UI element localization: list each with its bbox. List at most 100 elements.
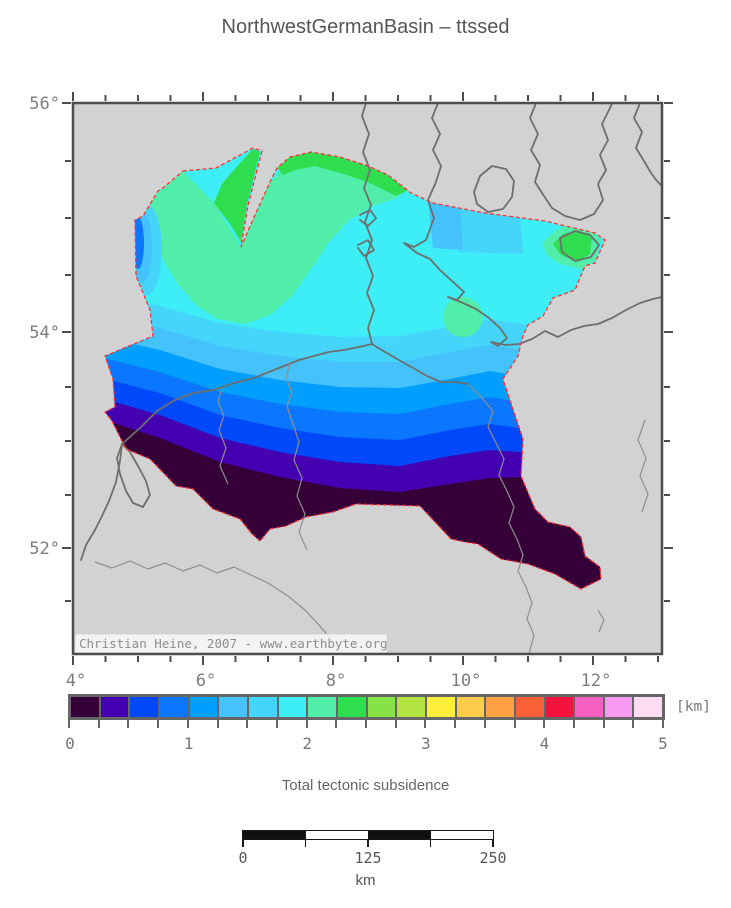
colorbar-tick: [394, 719, 397, 728]
coast-netherlands: [80, 443, 123, 561]
colorbar-ticks: [68, 719, 664, 728]
colorbar-tick: [335, 719, 338, 728]
map-frame: [71, 101, 664, 656]
patch-blue-ne: [428, 201, 463, 250]
colorbar-cell: [130, 697, 160, 717]
lat-label-52: 52°: [29, 539, 60, 559]
scale-label-125: 125: [354, 849, 382, 867]
lon-label-4: 4°: [66, 671, 86, 691]
coast-jutland-east-baltic: [403, 102, 663, 347]
colorbar-tick: [157, 719, 160, 728]
scale-bar-tick: [492, 839, 494, 847]
lon-label-8: 8°: [326, 671, 346, 691]
colorbar-cell: [486, 697, 516, 717]
lat-label-56: 56°: [29, 94, 60, 114]
watermark: Christian Heine, 2007 - www.earthbyte.or…: [74, 633, 388, 654]
colorbar-label-2: 2: [302, 734, 313, 753]
scale-label-0: 0: [238, 849, 248, 867]
colorbar: [68, 694, 665, 720]
colorbar-cell: [219, 697, 249, 717]
scale-bar-segment: [305, 831, 368, 839]
colorbar-cell: [545, 697, 576, 717]
coast-lolland: [559, 230, 600, 262]
lon-label-10: 10°: [451, 671, 482, 691]
colorbar-label-4: 4: [539, 734, 550, 753]
colorbar-cell: [159, 697, 190, 717]
colorbar-tick: [662, 719, 664, 728]
scale-bar-segment: [243, 831, 306, 839]
coast-frisian-islets: [357, 209, 377, 257]
colorbar-cell: [634, 697, 663, 717]
colorbar-cell: [248, 697, 279, 717]
axis-labels: 56° 54° 52° 4° 6° 8° 10° 12°: [29, 94, 611, 691]
colorbar-tick: [513, 719, 516, 728]
river-rhine: [94, 560, 342, 655]
coast-zealand: [529, 102, 613, 221]
colorbar-tick: [216, 719, 219, 728]
green-notch-triangle: [214, 149, 260, 242]
colorbar-unit-label: [km]: [676, 699, 711, 715]
colorbar-cells: [71, 697, 663, 717]
colorbar-cell: [71, 697, 101, 717]
colorbar-cell: [397, 697, 427, 717]
colorbar-cell: [456, 697, 487, 717]
coastlines: [80, 102, 663, 561]
colorbar-tick: [127, 719, 130, 728]
figure-title: NorthwestGermanBasin – ttssed: [221, 16, 510, 38]
colorbar-cell: [367, 697, 398, 717]
axis-ticks: [62, 92, 673, 665]
colorbar-label-3: 3: [420, 734, 431, 753]
coast-funen: [473, 165, 515, 213]
lat-label-54: 54°: [29, 323, 60, 343]
lon-label-12: 12°: [581, 671, 612, 691]
river-oder-border: [597, 419, 649, 633]
colorbar-cell: [426, 697, 457, 717]
coast-sweden: [633, 102, 663, 187]
scale-bar-tick: [367, 839, 369, 847]
minor-ticks: [65, 95, 670, 662]
lon-label-6: 6°: [196, 671, 216, 691]
green-top-strip: [277, 152, 408, 196]
rivers: [94, 362, 649, 655]
colorbar-caption: Total tectonic subsidence: [281, 777, 450, 794]
colorbar-tick: [305, 719, 308, 728]
colorbar-cell: [189, 697, 220, 717]
east-green-patch: [553, 230, 592, 262]
colorbar-label-5: 5: [658, 734, 668, 753]
scale-unit-label: km: [355, 872, 376, 889]
scale-label-250: 250: [479, 849, 507, 867]
colorbar-cell: [308, 697, 338, 717]
colorbar-tick: [365, 719, 367, 728]
mint-wedge: [146, 158, 408, 324]
colorbar-cell: [337, 697, 368, 717]
coast-jutland-west: [361, 102, 375, 345]
scale-bar-segment: [430, 831, 493, 839]
patch-blue-ne-light: [455, 208, 523, 254]
coast-ijsselmeer: [116, 443, 151, 508]
colorbar-tick: [424, 719, 427, 728]
coast-elbe-estuary: [371, 343, 469, 385]
river-ems: [217, 387, 229, 485]
watermark-text: Christian Heine, 2007 - www.earthbyte.or…: [79, 636, 388, 651]
scale-bar-tick: [429, 839, 431, 847]
river-elbe: [467, 383, 535, 655]
scale-bar-segment: [368, 831, 431, 839]
colorbar-tick: [483, 719, 486, 728]
colorbar-cell: [515, 697, 546, 717]
coast-wadden: [121, 343, 373, 445]
colorbar-tick: [186, 719, 189, 728]
colorbar-tick: [275, 719, 278, 728]
colorbar-tick: [68, 719, 70, 728]
basin-outline: [104, 147, 606, 590]
colorbar-tick: [543, 719, 546, 728]
colorbar-tick: [602, 719, 605, 728]
colorbar-tick: [632, 719, 635, 728]
colorbar-cell: [604, 697, 635, 717]
major-ticks: [62, 92, 673, 665]
colorbar-tick: [246, 719, 249, 728]
scale-bar-tick: [304, 839, 306, 847]
scale-bar-tick: [242, 839, 244, 847]
river-weser: [285, 362, 308, 551]
